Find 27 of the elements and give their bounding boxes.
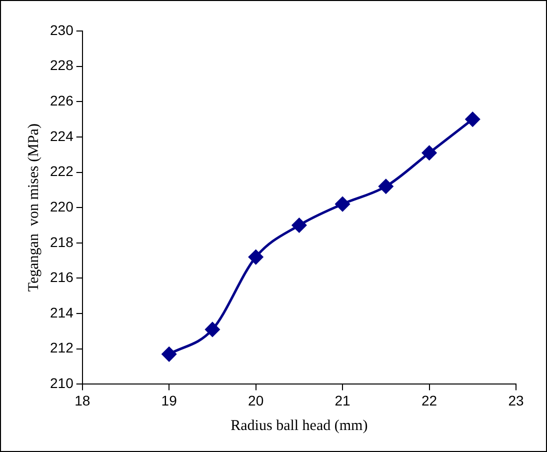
point (292, 218, 306, 233)
point (162, 346, 176, 362)
y-tick-label: 218 (50, 234, 74, 250)
y-tick-label: 226 (50, 92, 74, 108)
x-tick-label: 19 (161, 392, 178, 408)
y-tick-label: 228 (50, 57, 74, 74)
y-tick-label: 216 (50, 269, 74, 286)
y-tick-label: 220 (50, 198, 74, 214)
y-tick-label: 212 (50, 340, 74, 356)
point (335, 196, 350, 212)
x-tick-label: 18 (74, 392, 90, 408)
x-tick-label: 20 (248, 392, 264, 408)
x-axis-title: Radius ball head (mm) (230, 418, 368, 434)
y-axis-title: Tegangan von mises (MPa) (26, 124, 42, 292)
y-tick-label: 222 (50, 163, 74, 180)
y-tick-label: 224 (50, 128, 74, 144)
x-tick-label: 22 (421, 392, 438, 408)
point (465, 112, 480, 127)
y-tick-label: 210 (50, 375, 74, 392)
y-tick-label: 214 (50, 304, 74, 320)
x-tick-label: 23 (508, 392, 524, 408)
y-tick-label: 230 (50, 22, 74, 38)
x-tick-label: 21 (334, 392, 351, 408)
point (378, 179, 394, 194)
point (422, 146, 437, 160)
point (205, 322, 220, 337)
point (248, 250, 264, 264)
